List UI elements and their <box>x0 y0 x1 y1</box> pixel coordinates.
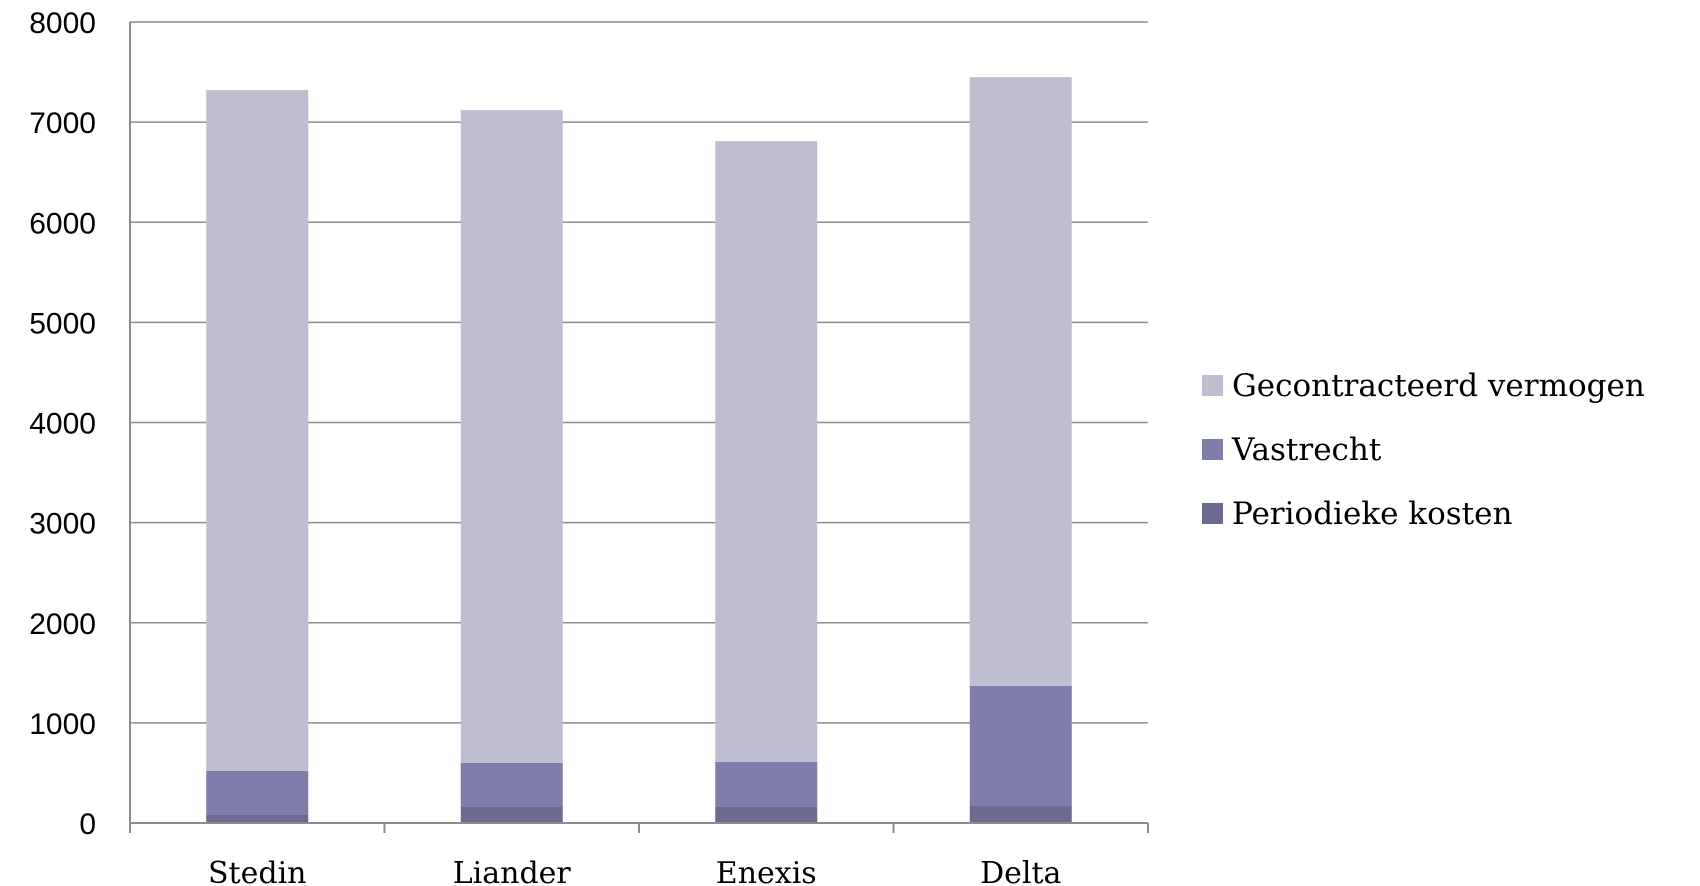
legend-swatch-gecontracteerd-vermogen <box>1202 375 1223 396</box>
axes <box>129 22 1149 833</box>
bars <box>206 77 1072 823</box>
y-tick-label-2000: 2000 <box>29 608 96 641</box>
legend-label-vastrecht: Vastrecht <box>1231 432 1382 468</box>
bar-enexis-periodieke-kosten <box>715 806 818 823</box>
x-category-label-liander: Liander <box>453 856 572 886</box>
bar-delta-vastrecht <box>969 685 1072 806</box>
x-category-label-stedin: Stedin <box>208 856 306 886</box>
legend-label-gecontracteerd-vermogen: Gecontracteerd vermogen <box>1232 368 1645 404</box>
bar-enexis-gecontracteerd-vermogen <box>715 141 818 762</box>
bar-liander-periodieke-kosten <box>460 806 563 823</box>
bar-stedin-vastrecht <box>206 770 309 815</box>
bar-stedin-gecontracteerd-vermogen <box>206 90 309 771</box>
y-tick-label-6000: 6000 <box>29 207 96 240</box>
y-tick-label-3000: 3000 <box>29 508 96 541</box>
x-category-label-delta: Delta <box>980 856 1061 886</box>
y-tick-label-0: 0 <box>79 808 96 841</box>
legend-label-periodieke-kosten: Periodieke kosten <box>1232 496 1512 532</box>
x-category-label-enexis: Enexis <box>716 856 817 886</box>
x-category-labels: Stedin Liander Enexis Delta <box>208 856 1062 886</box>
y-tick-labels: 0 1000 2000 3000 4000 5000 6000 7000 8000 <box>29 7 96 841</box>
legend: Gecontracteerd vermogen Vastrecht Periodie… <box>1202 368 1645 532</box>
y-tick-label-5000: 5000 <box>29 307 96 340</box>
bar-liander-gecontracteerd-vermogen <box>460 110 563 763</box>
bar-delta-periodieke-kosten <box>969 805 1072 823</box>
legend-swatch-vastrecht <box>1202 439 1223 460</box>
y-tick-label-7000: 7000 <box>29 107 96 140</box>
legend-swatch-periodieke-kosten <box>1202 503 1223 524</box>
bar-liander-vastrecht <box>460 762 563 807</box>
bar-stedin-periodieke-kosten <box>206 814 309 823</box>
bar-enexis-vastrecht <box>715 761 818 807</box>
y-tick-label-8000: 8000 <box>29 7 96 40</box>
bar-delta-gecontracteerd-vermogen <box>969 77 1072 686</box>
y-tick-label-4000: 4000 <box>29 408 96 441</box>
y-tick-label-1000: 1000 <box>29 708 96 741</box>
